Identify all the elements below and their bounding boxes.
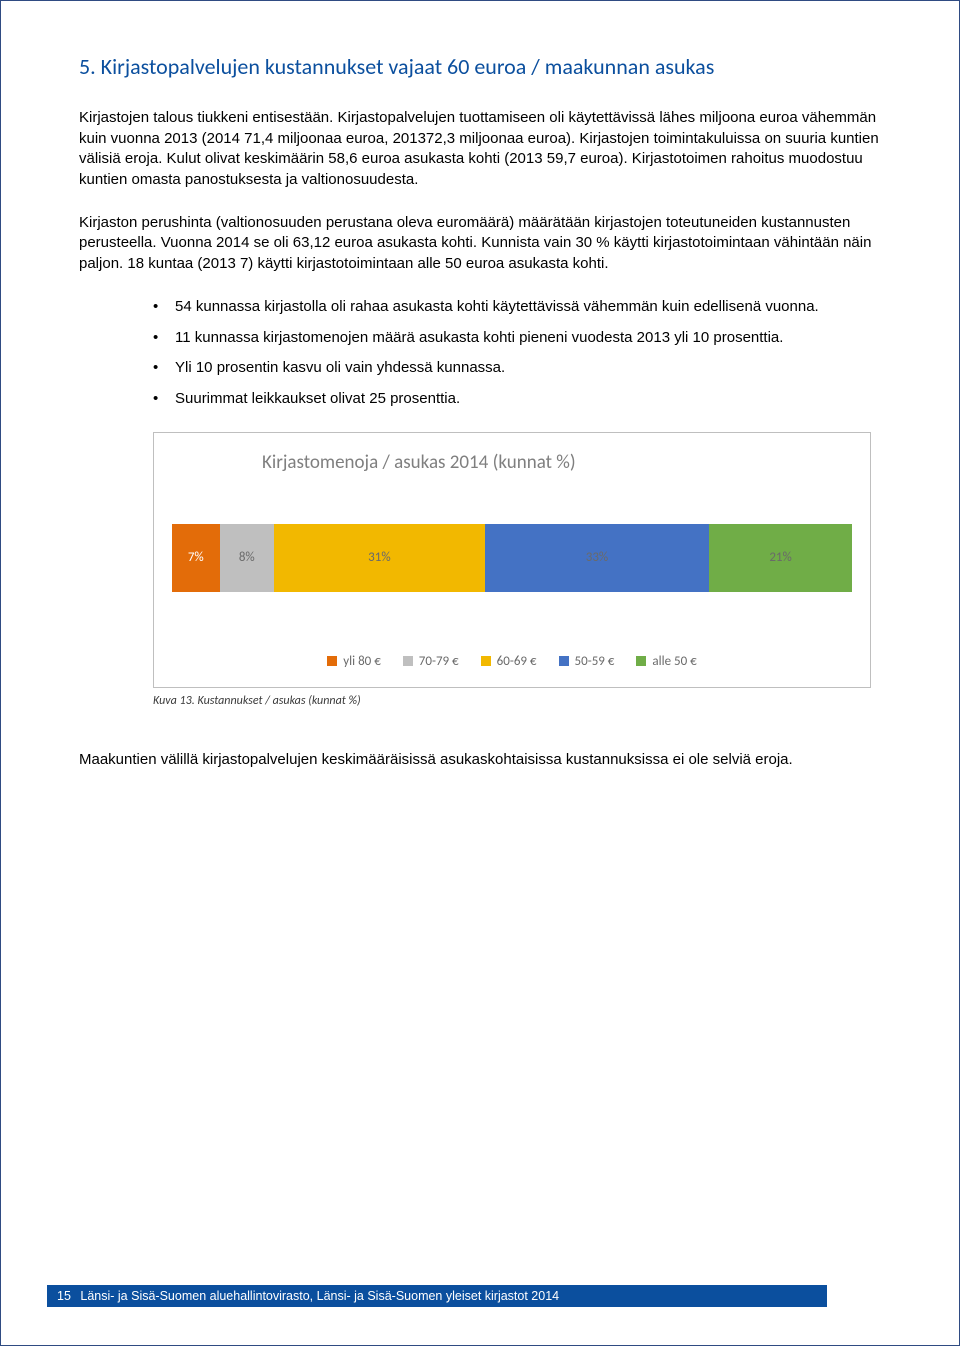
legend-item: 60-69 € — [481, 654, 537, 669]
page-number: 15 — [57, 1289, 71, 1303]
bar-segment: 21% — [709, 524, 852, 592]
footer-text: Länsi- ja Sisä-Suomen aluehallintovirast… — [80, 1289, 559, 1303]
legend-label: alle 50 € — [652, 654, 696, 669]
legend-swatch — [403, 656, 413, 666]
legend-item: yli 80 € — [327, 654, 381, 669]
bullet-item: Yli 10 prosentin kasvu oli vain yhdessä … — [153, 358, 881, 389]
stacked-bar: 7%8%31%33%21% — [172, 524, 852, 592]
paragraph-1: Kirjastojen talous tiukkeni entisestään.… — [79, 108, 881, 191]
legend-label: 60-69 € — [497, 654, 537, 669]
legend-label: 70-79 € — [419, 654, 459, 669]
legend-swatch — [636, 656, 646, 666]
section-heading: 5. Kirjastopalvelujen kustannukset vajaa… — [79, 53, 881, 80]
chart-container: Kirjastomenoja / asukas 2014 (kunnat %) … — [153, 432, 871, 688]
paragraph-2: Kirjaston perushinta (valtionosuuden per… — [79, 213, 881, 275]
bar-segment: 33% — [485, 524, 709, 592]
legend-item: alle 50 € — [636, 654, 696, 669]
legend-label: yli 80 € — [343, 654, 381, 669]
bar-segment: 8% — [220, 524, 274, 592]
bullet-item: 11 kunnassa kirjastomenojen määrä asukas… — [153, 328, 881, 359]
bullet-item: 54 kunnassa kirjastolla oli rahaa asukas… — [153, 297, 881, 328]
chart-title: Kirjastomenoja / asukas 2014 (kunnat %) — [262, 451, 852, 474]
chart-legend: yli 80 € 70-79 € 60-69 € 50-59 € alle 50 € — [172, 654, 852, 669]
legend-swatch — [327, 656, 337, 666]
legend-swatch — [481, 656, 491, 666]
legend-item: 70-79 € — [403, 654, 459, 669]
figure-caption: Kuva 13. Kustannukset / asukas (kunnat %… — [153, 694, 881, 708]
legend-item: 50-59 € — [559, 654, 615, 669]
legend-swatch — [559, 656, 569, 666]
page-footer: 15 Länsi- ja Sisä-Suomen aluehallintovir… — [47, 1285, 827, 1307]
closing-paragraph: Maakuntien välillä kirjastopalvelujen ke… — [79, 750, 881, 771]
bar-segment: 7% — [172, 524, 220, 592]
bullet-item: Suurimmat leikkaukset olivat 25 prosentt… — [153, 389, 881, 420]
page: 5. Kirjastopalvelujen kustannukset vajaa… — [0, 0, 960, 1346]
legend-label: 50-59 € — [575, 654, 615, 669]
bullet-list: 54 kunnassa kirjastolla oli rahaa asukas… — [153, 297, 881, 420]
bar-segment: 31% — [274, 524, 485, 592]
